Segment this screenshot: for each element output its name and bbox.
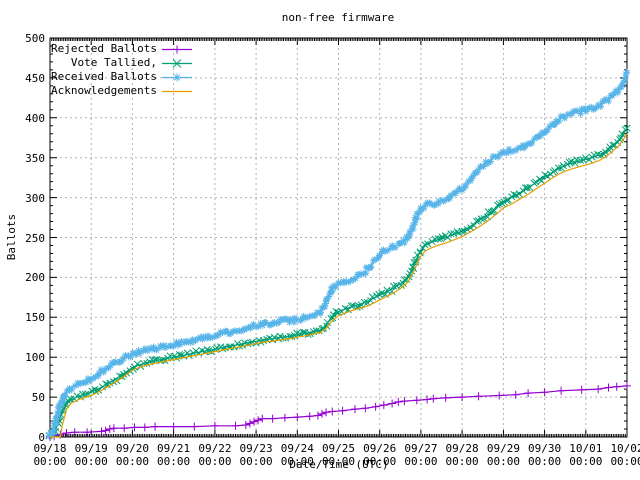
x-tick-date: 09/20	[115, 442, 149, 455]
y-tick-label: 50	[31, 391, 45, 405]
x-tick-time: 00:00	[528, 455, 562, 468]
x-tick-date: 09/24	[280, 442, 314, 455]
legend-line-sample-icon	[162, 59, 192, 68]
x-tick-date: 09/18	[33, 442, 67, 455]
legend-label: Received Ballots	[51, 70, 157, 83]
x-tick-date: 09/30	[528, 442, 562, 455]
legend-label: Rejected Ballots	[51, 42, 157, 55]
y-tick-label: 100	[25, 351, 45, 365]
x-axis-label: Date/Time (UTC)	[289, 458, 389, 471]
x-tick-time: 00:00	[198, 455, 232, 468]
y-tick-label: 0	[38, 431, 45, 444]
x-tick-date: 09/21	[157, 442, 191, 455]
legend-label: Vote Tallied,	[70, 56, 157, 69]
x-tick-date: 09/23	[239, 442, 273, 455]
y-tick-label: 500	[25, 32, 45, 45]
x-tick-time: 00:00	[33, 455, 67, 468]
legend-label: Acknowledgements	[51, 84, 157, 97]
x-tick-date: 10/02	[610, 442, 640, 455]
x-tick-time: 00:00	[404, 455, 438, 468]
y-tick-label: 200	[25, 271, 45, 285]
x-tick-time: 00:00	[363, 455, 397, 468]
x-tick-time: 00:00	[157, 455, 191, 468]
legend-line-sample-icon	[162, 45, 192, 54]
x-tick-date: 09/25	[321, 442, 356, 455]
x-tick-date: 09/29	[486, 442, 520, 455]
x-tick-time: 00:00	[74, 455, 108, 468]
y-tick-label: 150	[25, 311, 45, 325]
x-tick-date: 09/28	[445, 442, 479, 455]
y-tick-label: 300	[25, 191, 45, 205]
x-tick-time: 00:00	[321, 455, 356, 468]
x-tick-time: 00:00	[280, 455, 314, 468]
x-tick-time: 00:00	[569, 455, 603, 468]
x-tick-date: 09/19	[74, 442, 108, 455]
x-tick-time: 00:00	[610, 455, 640, 468]
y-tick-label: 400	[25, 111, 45, 125]
y-tick-label: 350	[25, 151, 45, 165]
legend-line-sample-icon	[162, 90, 192, 93]
x-tick-time: 00:00	[486, 455, 520, 468]
x-tick-time: 00:00	[239, 455, 273, 468]
x-tick-date: 09/22	[198, 442, 232, 455]
x-tick-time: 00:00	[115, 455, 149, 468]
chart-title: non-free firmware	[281, 11, 395, 24]
legend-line-sample-icon	[162, 73, 192, 82]
x-tick-date: 10/01	[569, 442, 603, 455]
y-tick-label: 250	[25, 231, 45, 245]
x-tick-date: 09/26	[363, 442, 397, 455]
x-tick-date: 09/27	[404, 442, 438, 455]
y-tick-label: 450	[25, 71, 45, 85]
x-tick-time: 00:00	[445, 455, 479, 468]
